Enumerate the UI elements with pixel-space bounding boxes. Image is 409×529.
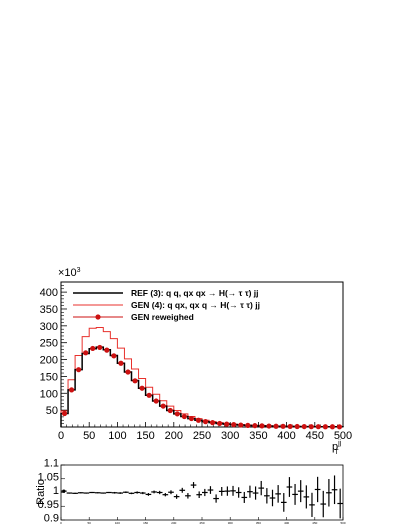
y-tick-label: 300 <box>40 321 58 333</box>
reweighed-point <box>202 419 209 425</box>
reweighed-point <box>336 424 343 430</box>
y-multiplier-label: ×103 <box>58 267 81 279</box>
x-tick-label: 250 <box>193 430 211 442</box>
x-tick-label: 150 <box>136 430 154 442</box>
ratio-y-tick-label: 0.95 <box>38 499 59 511</box>
reweighed-point <box>97 344 103 351</box>
x-tick-label: 400 <box>277 430 295 442</box>
reweighed-point <box>118 360 124 366</box>
reweighed-point <box>238 422 244 428</box>
ratio-x-tick-label: 250 <box>199 521 204 525</box>
reweighed-point <box>259 423 265 429</box>
main-tick-labels: 0 50 100 150 200 250 300 350 400 450 500 50 100 150 20… <box>40 287 353 442</box>
y-tick-label: 150 <box>40 371 58 383</box>
ratio-axis-label: Ratio <box>35 479 47 505</box>
reweighed-point <box>252 423 258 429</box>
reweighed-point <box>195 417 202 423</box>
reweighed-point <box>68 387 75 393</box>
reweighed-point <box>132 378 138 384</box>
reweighed-point <box>322 424 328 430</box>
y-tick-label: 100 <box>40 388 58 400</box>
main-series-group <box>60 327 344 430</box>
reweighed-point <box>181 413 187 420</box>
reweighed-point <box>273 423 279 429</box>
reweighed-point <box>146 392 152 398</box>
ratio-x-tick-label: 300 <box>228 521 233 525</box>
x-tick-label: 0 <box>58 430 64 442</box>
ratio-points-group <box>61 475 343 519</box>
legend-swatch-reweighed-marker <box>95 314 101 320</box>
reweighed-point <box>287 423 293 430</box>
ratio-x-tick-label: 50 <box>88 521 92 525</box>
ratio-point <box>62 489 66 493</box>
ratio-x-tick-label: 450 <box>312 521 317 525</box>
reweighed-point <box>266 423 272 429</box>
x-tick-label: 100 <box>108 430 126 442</box>
ratio-x-tick-label: 500 <box>340 521 345 525</box>
legend-label-ref: REF (3): q q, qx qx → H(→ τ τ) jj <box>131 288 259 298</box>
reweighed-point <box>217 420 223 427</box>
reweighed-point <box>329 424 336 430</box>
ratio-y-tick-label: 1 <box>53 485 59 497</box>
y-tick-label: 400 <box>40 287 58 299</box>
legend-label-gen: GEN (4): q qx, qx q → H(→ τ τ) jj <box>131 300 260 310</box>
reweighed-point <box>160 403 166 409</box>
ratio-x-tick-label: 350 <box>256 521 261 525</box>
reweighed-point <box>294 423 300 430</box>
x-tick-label: 350 <box>249 430 267 442</box>
x-tick-label: 300 <box>221 430 239 442</box>
reweighed-point <box>167 407 173 414</box>
legend: REF (3): q q, qx qx → H(→ τ τ) jj GEN (4… <box>73 288 260 322</box>
reweighed-point <box>308 424 314 430</box>
ratio-y-tick-label: 1.1 <box>44 458 59 470</box>
reweighed-point <box>224 421 230 427</box>
y-tick-label: 350 <box>40 304 58 316</box>
reweighed-point <box>90 345 96 352</box>
y-tick-label: 250 <box>40 338 58 350</box>
ratio-axis-ticks: 1.11.05 1 0.95 0.9 0 50 100 150 200 250 300 350 400 4… <box>38 458 346 526</box>
reweighed-point <box>111 353 117 359</box>
y-tick-label: 50 <box>46 405 58 417</box>
ratio-y-tick-label: 1.05 <box>38 471 59 483</box>
x-axis-label: pjj T <box>332 440 342 456</box>
ratio-x-tick-label: 0 <box>60 521 62 525</box>
reweighed-point <box>209 420 216 426</box>
legend-label-reweighed: GEN reweighed <box>131 312 194 322</box>
ratio-x-tick-label: 200 <box>171 521 176 525</box>
reweighed-point <box>188 415 195 422</box>
ratio-x-tick-label: 150 <box>143 521 148 525</box>
reweighed-point <box>231 422 237 428</box>
x-tick-label: 450 <box>306 430 324 442</box>
reweighed-point <box>301 423 307 430</box>
reweighed-point <box>315 424 321 430</box>
x-tick-label: 50 <box>83 430 95 442</box>
ratio-x-tick-label: 400 <box>284 521 289 525</box>
reweighed-point <box>104 347 110 353</box>
x-tick-label: 200 <box>165 430 183 442</box>
ratio-y-tick-label: 0.9 <box>44 513 59 525</box>
reweighed-point <box>245 422 251 428</box>
reweighed-point <box>76 367 82 373</box>
ratio-x-tick-label: 100 <box>115 521 120 525</box>
reweighed-point <box>61 410 68 417</box>
reweighed-point <box>83 350 89 356</box>
reweighed-point <box>174 411 180 417</box>
reweighed-point <box>280 423 286 429</box>
reweighed-point <box>153 398 159 404</box>
x-tick-label: 500 <box>334 430 352 442</box>
reweighed-point <box>139 385 145 391</box>
y-tick-label: 200 <box>40 355 58 367</box>
reweighed-point <box>125 369 131 375</box>
